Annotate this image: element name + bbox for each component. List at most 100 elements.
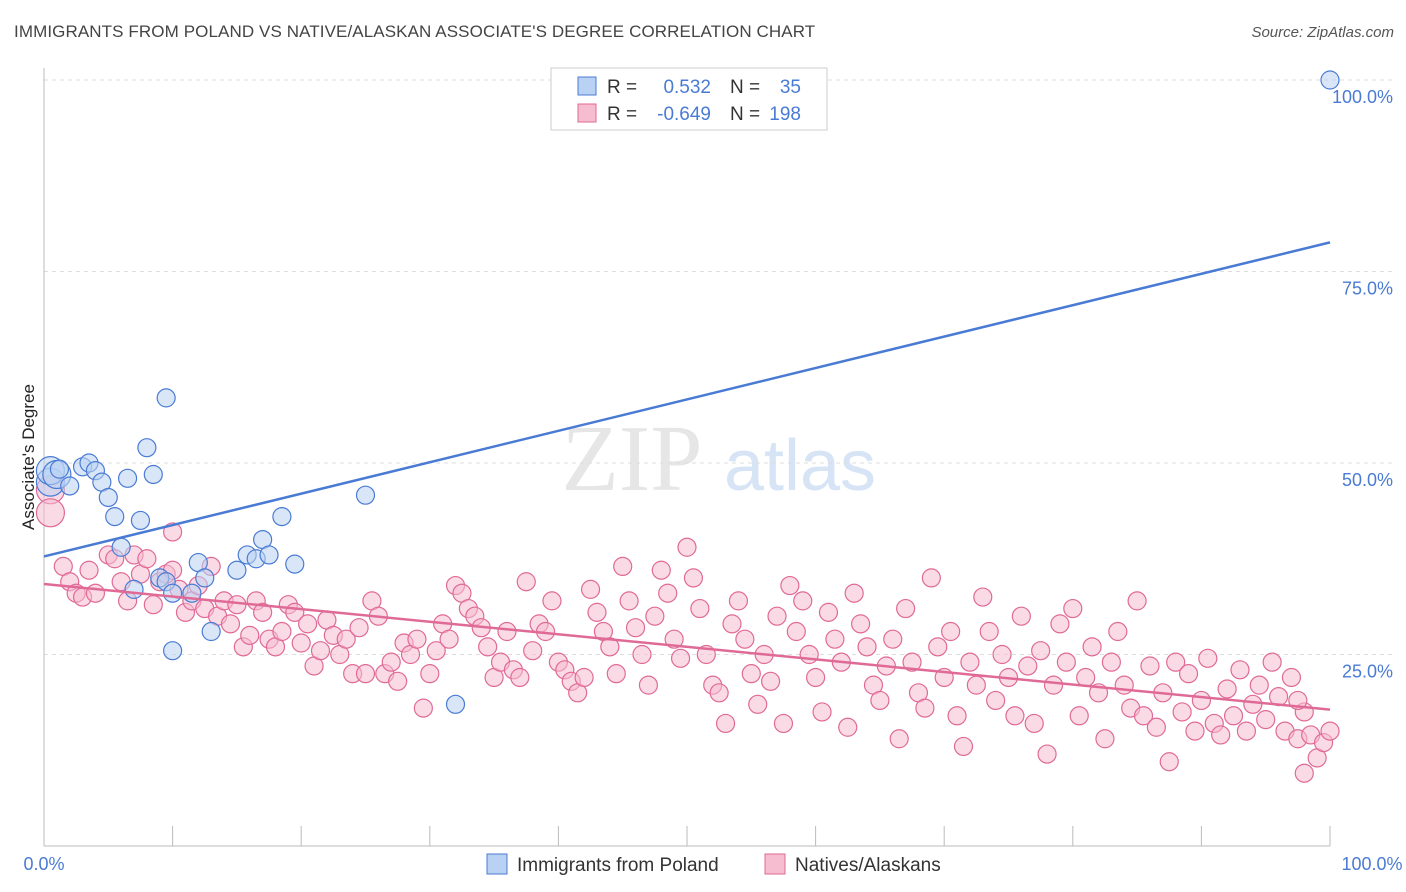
- natives-alaskans-point: [838, 717, 858, 737]
- trend-lines: [43, 241, 1331, 711]
- natives-alaskans-point: [1243, 694, 1263, 714]
- natives-alaskans-point: [1076, 667, 1096, 688]
- natives-alaskans-point: [953, 736, 974, 757]
- natives-alaskans-point: [1230, 660, 1250, 680]
- natives-alaskans-point: [587, 602, 607, 622]
- natives-alaskans-point: [79, 560, 99, 580]
- immigrants-poland-point: [445, 694, 466, 714]
- natives-alaskans-point: [638, 675, 659, 695]
- natives-alaskans-point: [220, 614, 241, 634]
- immigrants-poland-point: [98, 487, 118, 508]
- series-natives-alaskans: [35, 475, 1340, 783]
- bottom-legend: Immigrants from Poland Natives/Alaskans: [486, 853, 941, 876]
- y-tick-label-75: 75.0%: [1342, 279, 1393, 299]
- natives-alaskans-point: [613, 556, 633, 577]
- stats-n-label-1: N =: [730, 77, 760, 98]
- natives-alaskans-point: [1159, 752, 1179, 772]
- legend-label-poland: Immigrants from Poland: [517, 855, 719, 876]
- natives-alaskans-point: [825, 629, 845, 649]
- natives-alaskans-point: [272, 621, 292, 642]
- natives-alaskans-point: [574, 667, 594, 688]
- y-tick-label-50: 50.0%: [1342, 470, 1393, 490]
- stats-r-value-2: -0.649: [657, 104, 711, 125]
- y-tick-labels: 25.0% 50.0% 75.0% 100.0%: [1332, 87, 1393, 682]
- immigrants-poland-point: [272, 507, 292, 527]
- natives-alaskans-point: [1172, 702, 1192, 722]
- natives-alaskans-point: [658, 583, 678, 603]
- trend-line-natives: [43, 582, 1331, 711]
- natives-alaskans-point: [915, 698, 935, 718]
- natives-alaskans-point: [805, 667, 826, 688]
- stats-n-value-2: 198: [769, 104, 801, 125]
- immigrants-poland-point: [227, 560, 247, 580]
- series-immigrants-from-poland: [35, 70, 1340, 714]
- natives-alaskans-point: [1018, 656, 1038, 676]
- natives-alaskans-point: [786, 621, 806, 642]
- natives-alaskans-point: [857, 637, 877, 657]
- natives-alaskans-point: [760, 671, 781, 691]
- natives-alaskans-point: [902, 652, 922, 672]
- watermark-zip: ZIP: [562, 407, 703, 511]
- immigrants-poland-point: [163, 641, 183, 661]
- natives-alaskans-point: [625, 618, 646, 638]
- natives-alaskans-point: [85, 583, 106, 603]
- natives-alaskans-point: [1133, 706, 1154, 726]
- source-credit: Source: ZipAtlas.com: [1251, 24, 1394, 41]
- natives-alaskans-point: [1011, 606, 1031, 626]
- natives-alaskans-point: [1262, 652, 1282, 672]
- natives-alaskans-point: [298, 614, 318, 634]
- stats-r-label-2: R =: [607, 104, 637, 125]
- natives-alaskans-point: [735, 629, 755, 649]
- natives-alaskans-point: [1198, 648, 1218, 668]
- natives-alaskans-point: [1024, 713, 1044, 734]
- trend-line-poland: [43, 241, 1331, 558]
- natives-alaskans-point: [870, 690, 890, 711]
- natives-alaskans-point: [1140, 656, 1160, 676]
- natives-alaskans-point: [580, 579, 601, 599]
- chart-title: IMMIGRANTS FROM POLAND VS NATIVE/ALASKAN…: [14, 22, 816, 41]
- immigrants-poland-point: [355, 485, 376, 505]
- natives-alaskans-point: [947, 706, 967, 726]
- natives-alaskans-point: [992, 644, 1012, 665]
- natives-alaskans-point: [1101, 652, 1121, 672]
- natives-alaskans-point: [722, 614, 742, 634]
- y-axis-label: Associate's Degree: [19, 384, 38, 530]
- natives-alaskans-point: [510, 667, 530, 688]
- immigrants-poland-point: [111, 537, 131, 557]
- stats-r-label-1: R =: [607, 77, 637, 98]
- immigrants-poland-point: [201, 621, 221, 642]
- immigrants-poland-point: [143, 464, 163, 485]
- natives-alaskans-point: [690, 598, 710, 619]
- legend-swatch-natives: [764, 853, 786, 875]
- x-tick-label-min: 0.0%: [23, 854, 64, 874]
- natives-alaskans-point: [709, 683, 729, 703]
- immigrants-poland-point: [117, 468, 138, 488]
- natives-alaskans-point: [1069, 706, 1089, 726]
- immigrants-poland-point: [124, 579, 144, 599]
- natives-alaskans-point: [35, 498, 66, 528]
- natives-alaskans-point: [1294, 763, 1314, 783]
- stats-r-value-1: 0.532: [663, 77, 711, 98]
- natives-alaskans-point: [1185, 721, 1205, 741]
- natives-alaskans-point: [767, 606, 787, 626]
- natives-alaskans-point: [420, 664, 440, 684]
- natives-alaskans-point: [748, 694, 768, 714]
- natives-alaskans-point: [1146, 717, 1166, 737]
- gridlines: [44, 79, 1392, 655]
- x-tick-label-max: 100.0%: [1341, 854, 1402, 874]
- stats-legend-box: [550, 67, 828, 131]
- natives-alaskans-point: [1037, 744, 1057, 764]
- natives-alaskans-point: [1211, 725, 1231, 745]
- natives-alaskans-point: [600, 637, 620, 657]
- natives-alaskans-point: [883, 629, 903, 649]
- natives-alaskans-point: [355, 664, 376, 684]
- natives-alaskans-point: [1114, 675, 1134, 695]
- natives-alaskans-point: [979, 621, 999, 642]
- natives-alaskans-point: [413, 698, 433, 718]
- x-axis-ticks: [43, 826, 1331, 846]
- legend-label-natives: Natives/Alaskans: [795, 855, 941, 876]
- natives-alaskans-point: [670, 648, 691, 668]
- natives-alaskans-point: [497, 621, 517, 642]
- natives-alaskans-point: [291, 633, 311, 653]
